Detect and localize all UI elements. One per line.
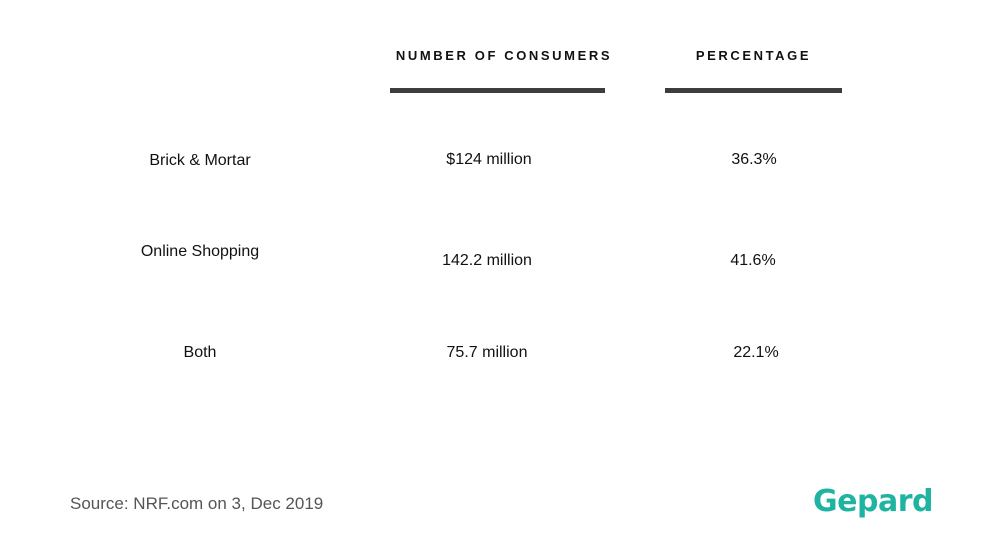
column-header-percentage: PERCENTAGE — [695, 48, 812, 63]
row-label-online-shopping: Online Shopping — [140, 243, 260, 260]
row-percentage-both: 22.1% — [733, 344, 779, 361]
gepard-logo: Gepard — [813, 484, 933, 519]
row-label-both: Both — [183, 344, 217, 361]
row-percentage-brick-mortar: 36.3% — [731, 151, 777, 168]
row-consumers-online-shopping: 142.2 million — [442, 252, 532, 269]
row-label-brick-mortar: Brick & Mortar — [149, 152, 251, 169]
column-rule-consumers — [390, 88, 605, 93]
row-consumers-brick-mortar: $124 million — [446, 151, 532, 168]
column-header-consumers: NUMBER OF CONSUMERS — [395, 48, 613, 63]
source-note: Source: NRF.com on 3, Dec 2019 — [70, 494, 324, 513]
row-percentage-online-shopping: 41.6% — [730, 252, 776, 269]
column-rule-percentage — [665, 88, 842, 93]
row-consumers-both: 75.7 million — [446, 344, 528, 361]
